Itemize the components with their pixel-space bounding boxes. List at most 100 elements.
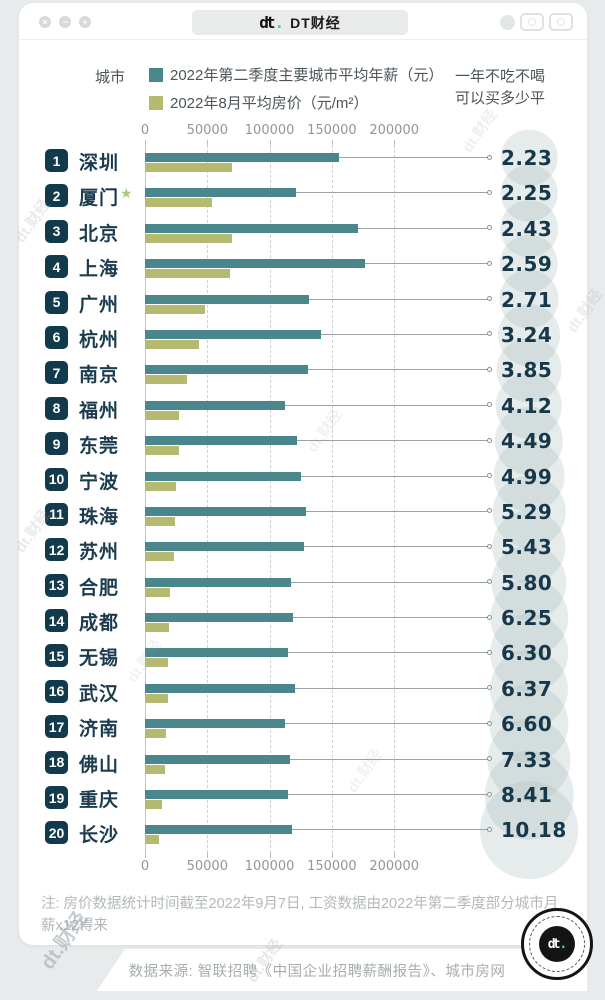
leader-line (305, 510, 489, 512)
city-name: 长沙 (79, 825, 120, 847)
leader-dot-icon (487, 331, 492, 337)
house-price-bar (145, 269, 231, 279)
leader-line (339, 157, 489, 158)
y-axis-line (145, 145, 146, 853)
chart-row: 12 苏州 5.43 (19, 534, 587, 569)
row-plot: 10.18 (145, 817, 587, 852)
house-price-bar (145, 339, 200, 349)
ratio-circle (494, 406, 564, 476)
chart-header: 城市 2022年第二季度主要城市平均年薪（元） 2022年8月平均房价（元/m²… (95, 64, 577, 113)
row-plot: 2.59 (145, 251, 587, 286)
footnote: 注: 房价数据统计时间截至2022年9月7日, 工资数据由2022年第二季度部分… (41, 896, 559, 935)
close-button[interactable]: × (39, 16, 51, 28)
city-name: 无锡 (79, 648, 120, 670)
row-label: 7 南京 (19, 357, 145, 392)
rank-badge: 6 (45, 325, 68, 349)
chart: 0 50000 100000 150000 200000 1 深圳 2.23 2 厦门★ (19, 123, 587, 880)
salary-bar (145, 719, 285, 729)
leader-dot-icon (487, 720, 492, 726)
row-plot: 3.24 (145, 322, 587, 357)
rank-badge: 8 (45, 396, 68, 420)
chart-row: 2 厦门★ 2.25 (19, 180, 587, 215)
leader-dot-icon (487, 508, 492, 514)
leader-line (296, 192, 489, 194)
leader-line (287, 794, 489, 796)
row-plot: 2.25 (145, 180, 587, 215)
salary-bar (145, 613, 293, 623)
legend: 2022年第二季度主要城市平均年薪（元） 2022年8月平均房价（元/m²） (149, 64, 455, 113)
row-plot: 6.60 (145, 711, 587, 746)
ratio-circle (490, 579, 568, 657)
record-icon[interactable] (500, 14, 515, 30)
rank-badge: 10 (45, 467, 68, 491)
ratio-value: 5.43 (501, 535, 553, 560)
source-strip: 数据来源: 智联招聘《中国企业招聘薪酬报告》、城市房网 (97, 949, 587, 991)
ratio-value: 2.25 (501, 181, 553, 206)
rank-badge: 13 (45, 573, 68, 597)
house-price-bar (145, 163, 232, 172)
ratio-circles-layer (145, 129, 585, 880)
city-name: 济南 (79, 719, 120, 741)
ratio-value: 5.80 (501, 570, 553, 595)
leader-line (291, 581, 489, 583)
salary-bar (145, 436, 297, 446)
ratio-circle (496, 337, 562, 403)
row-plot: 2.43 (145, 216, 587, 251)
salary-bar (145, 329, 322, 339)
ratio-circle (495, 372, 563, 439)
zoom-button[interactable]: + (79, 16, 91, 28)
salary-bar (145, 223, 358, 233)
row-label: 15 无锡 (19, 640, 145, 675)
house-price-bar (145, 552, 175, 562)
row-plot: 6.25 (145, 605, 587, 640)
ratio-value: 8.41 (501, 783, 553, 808)
rank-badge: 2 (45, 184, 68, 208)
row-plot: 2.71 (145, 287, 587, 322)
row-plot: 4.49 (145, 428, 587, 463)
salary-bar (145, 790, 288, 800)
axis-tick (394, 853, 396, 858)
leader-dot-icon (487, 296, 492, 302)
leader-dot-icon (487, 189, 492, 195)
rank-badge: 1 (45, 149, 68, 172)
leader-dot-icon (487, 826, 492, 832)
ratio-value: 6.25 (501, 606, 553, 631)
ratio-value: 6.30 (501, 641, 553, 666)
chart-row: 9 东莞 4.49 (19, 428, 587, 463)
ratio-circle (500, 129, 558, 186)
city-name: 广州 (79, 294, 120, 316)
leader-line (287, 652, 489, 654)
legend-item-house: 2022年8月平均房价（元/m²） (149, 92, 455, 113)
minimize-button[interactable]: − (59, 16, 71, 28)
leader-line (303, 546, 489, 548)
city-name: 北京 (79, 223, 120, 245)
axis-tick (145, 853, 146, 858)
leader-line (321, 333, 489, 335)
salary-bar (145, 471, 302, 481)
camera-icon[interactable] (549, 13, 573, 31)
leader-line (285, 404, 489, 406)
house-price-bar (145, 658, 168, 668)
leader-dot-icon (487, 649, 492, 655)
rank-badge: 9 (45, 432, 68, 456)
salary-bar (145, 506, 306, 516)
ratio-value: 5.29 (501, 499, 553, 524)
dt-logo-icon: dt. (259, 13, 284, 32)
ratio-value: 10.18 (501, 818, 567, 843)
leader-dot-icon (487, 756, 492, 762)
screenshot-icon[interactable] (520, 13, 544, 31)
row-label: 1 深圳 (19, 145, 145, 180)
row-label: 14 成都 (19, 605, 145, 640)
x-axis-top: 0 50000 100000 150000 200000 (19, 123, 587, 143)
ratio-header-line1: 一年不吃不喝 (455, 68, 546, 85)
house-price-bar (145, 587, 171, 597)
row-label: 16 武汉 (19, 676, 145, 711)
x-tick-label: 150000 (307, 123, 357, 138)
chart-body: 1 深圳 2.23 2 厦门★ 2.25 3 北京 (19, 129, 587, 880)
axis-tick (207, 140, 209, 145)
ratio-circle (489, 649, 569, 728)
salary-bar (145, 648, 288, 658)
ratio-value: 2.23 (501, 146, 553, 170)
rank-badge: 4 (45, 255, 68, 279)
rank-badge: 20 (45, 821, 68, 845)
